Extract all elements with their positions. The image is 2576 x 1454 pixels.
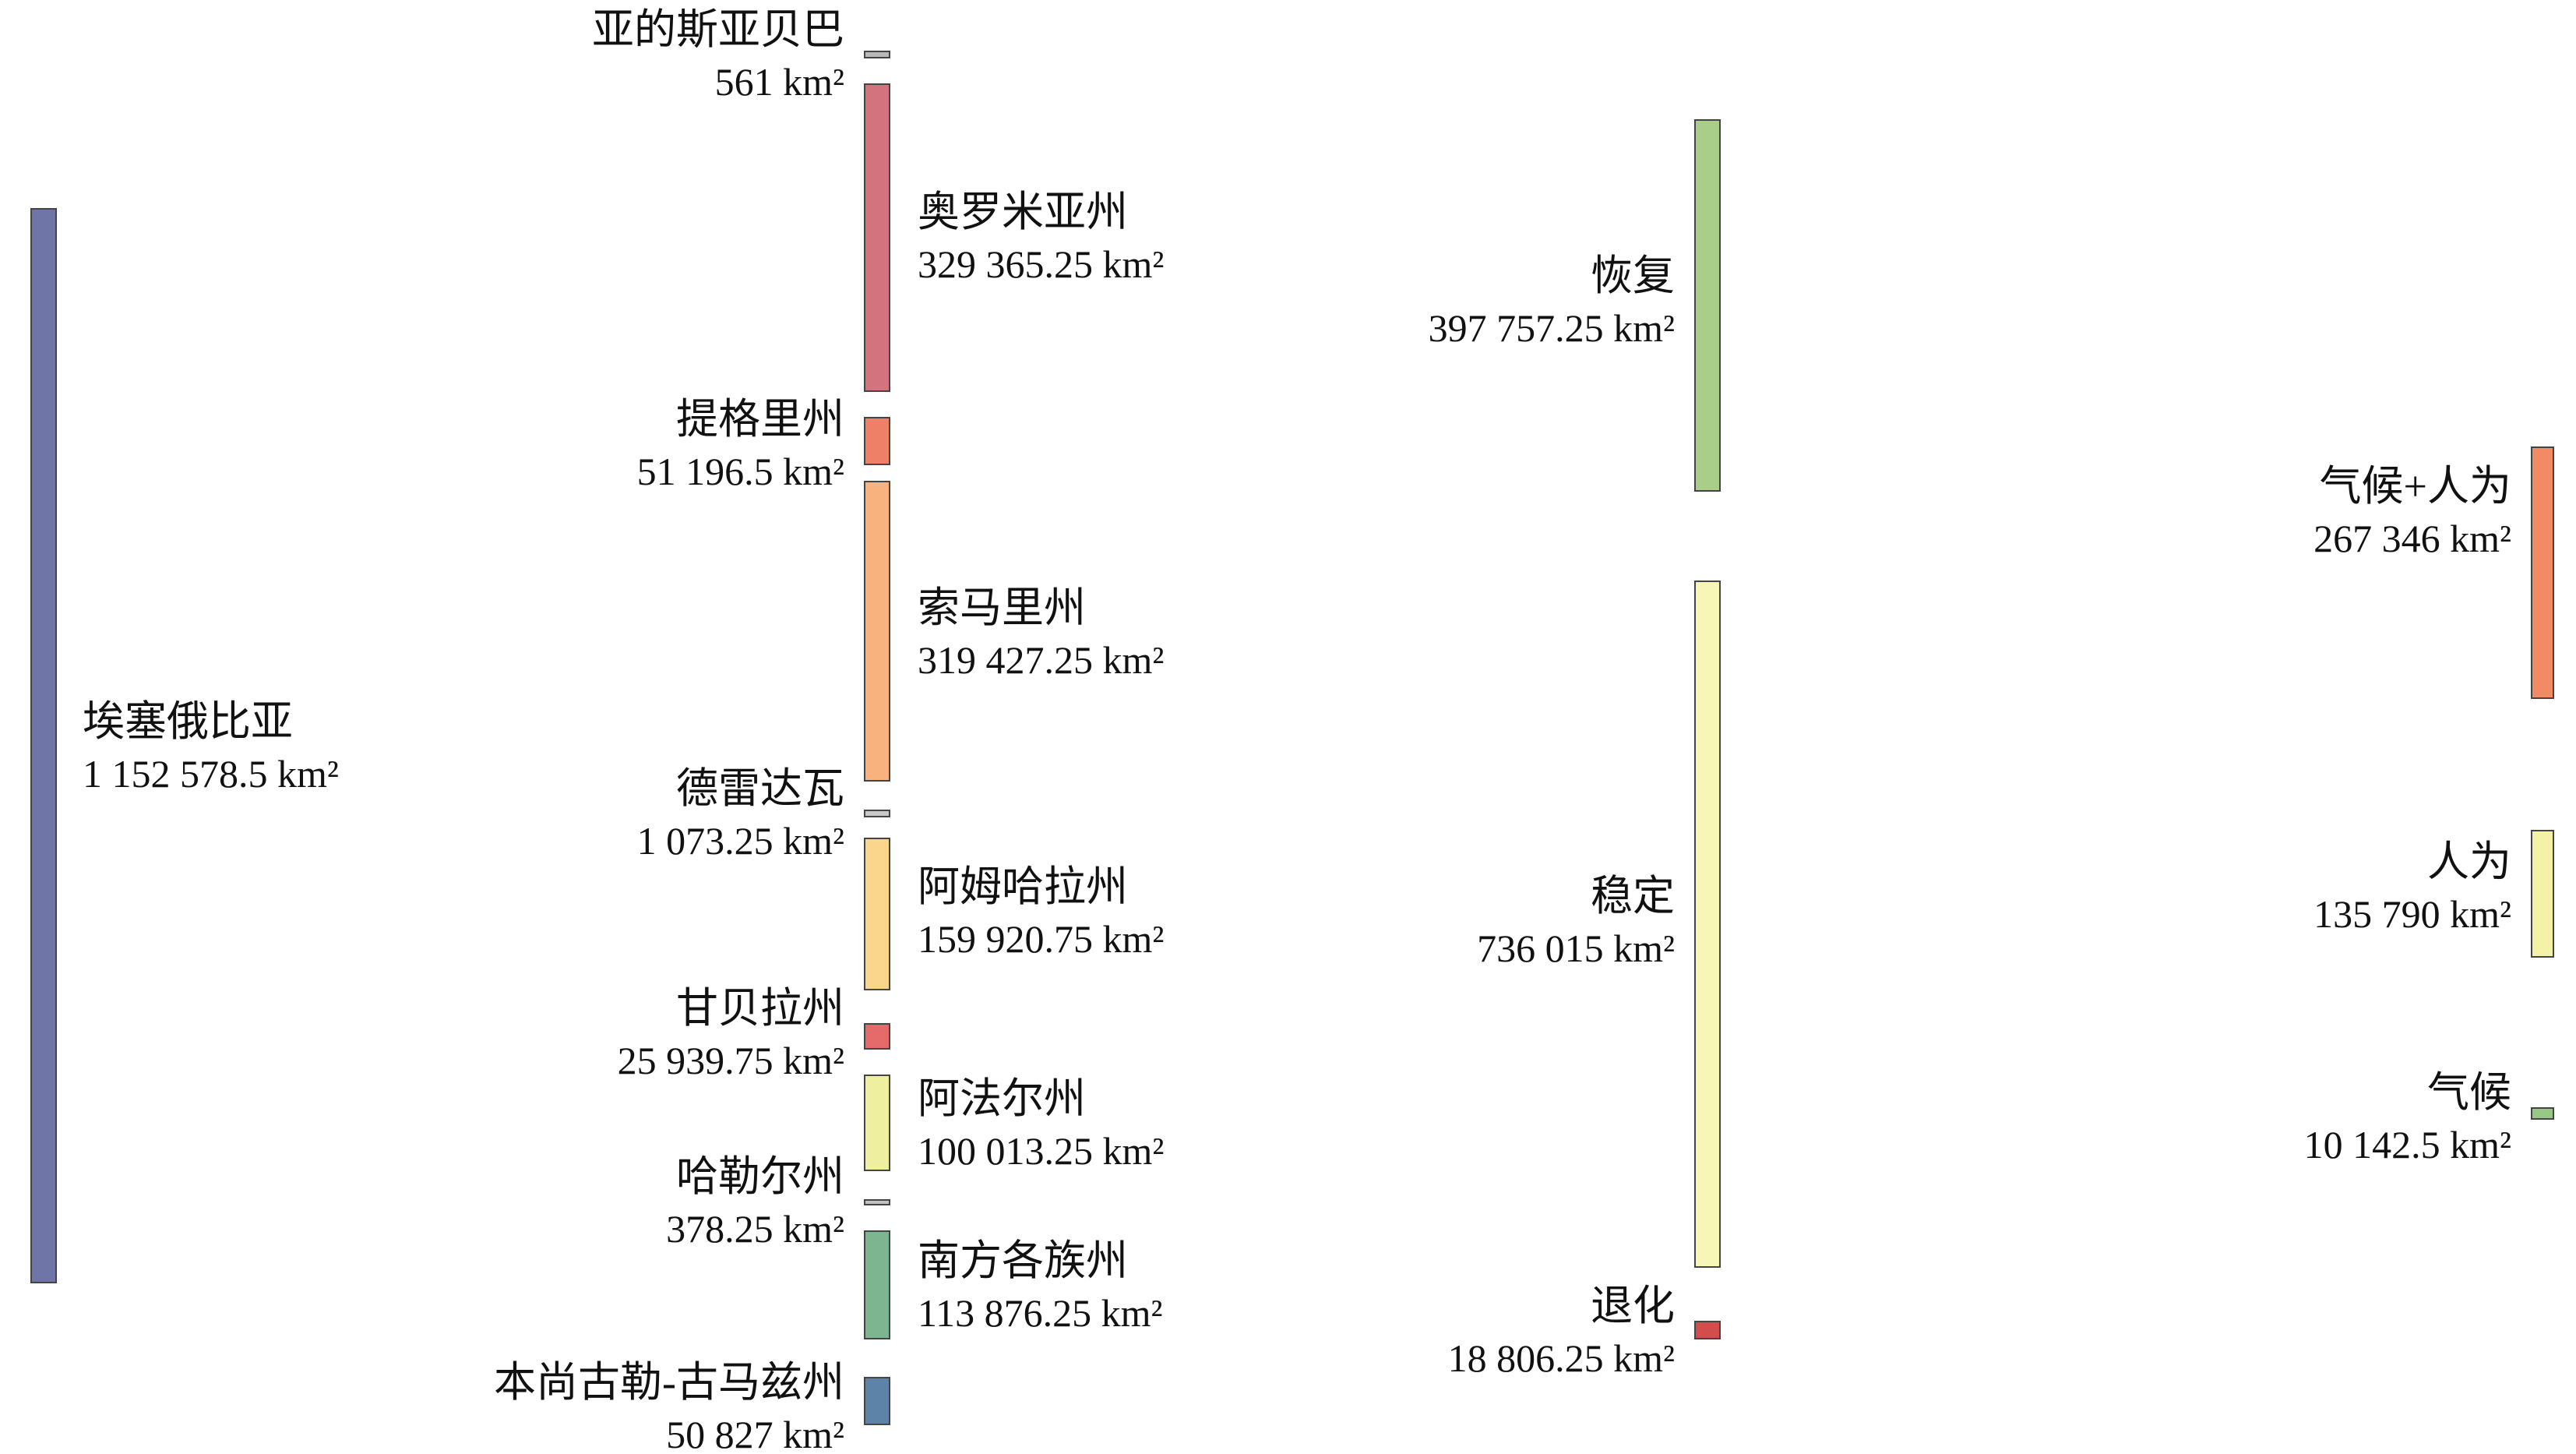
node-value-addis: 561 km² bbox=[715, 60, 844, 104]
node-value-recovery: 397 757.25 km² bbox=[1429, 306, 1675, 350]
node-value-somali: 319 427.25 km² bbox=[918, 638, 1164, 682]
node-label-recovery: 恢复 bbox=[1591, 252, 1675, 299]
node-value-harari: 378.25 km² bbox=[666, 1207, 844, 1251]
node-harari bbox=[864, 1199, 890, 1205]
node-recovery bbox=[1694, 119, 1721, 492]
node-diredawa bbox=[864, 810, 890, 817]
node-value-ethiopia: 1 152 578.5 km² bbox=[83, 752, 339, 796]
node-degraded bbox=[1694, 1321, 1721, 1339]
node-value-human: 135 790 km² bbox=[2313, 892, 2511, 936]
node-value-climate_human: 267 346 km² bbox=[2313, 517, 2511, 560]
flow-links bbox=[56, 51, 2532, 1424]
node-label-amhara: 阿姆哈拉州 bbox=[918, 863, 1128, 910]
node-value-degraded: 18 806.25 km² bbox=[1448, 1336, 1675, 1380]
node-label-climate_human: 气候+人为 bbox=[2320, 463, 2511, 510]
flow-oromia-to-degraded bbox=[890, 386, 1695, 1326]
node-value-benishangul: 50 827 km² bbox=[666, 1413, 844, 1454]
node-value-diredawa: 1 073.25 km² bbox=[637, 819, 844, 863]
node-value-oromia: 329 365.25 km² bbox=[918, 242, 1164, 286]
flow-recovery-to-climate_human bbox=[1720, 120, 2532, 682]
flow-amhara-to-recovery bbox=[890, 265, 1695, 895]
node-labels: 埃塞俄比亚 1 152 578.5 km² 亚的斯亚贝巴 561 km² 奥罗米亚州 32… bbox=[83, 6, 2511, 1454]
node-value-climate: 10 142.5 km² bbox=[2304, 1123, 2511, 1166]
node-label-degraded: 退化 bbox=[1591, 1283, 1675, 1329]
node-value-gambela: 25 939.75 km² bbox=[618, 1039, 844, 1082]
node-climate_human bbox=[2531, 446, 2554, 699]
node-label-benishangul: 本尚古勒-古马兹州 bbox=[494, 1359, 844, 1406]
node-addis bbox=[864, 51, 890, 58]
flow-degraded-to-climate_human bbox=[1720, 682, 2532, 1337]
node-label-climate: 气候 bbox=[2427, 1069, 2511, 1116]
node-stable bbox=[1694, 581, 1721, 1268]
node-label-tigray: 提格里州 bbox=[676, 396, 844, 443]
node-value-snnp: 113 876.25 km² bbox=[918, 1291, 1163, 1335]
flow-somali-to-recovery bbox=[890, 251, 1695, 496]
node-benishangul bbox=[864, 1377, 890, 1425]
node-oromia bbox=[864, 83, 890, 392]
node-snnp bbox=[864, 1230, 890, 1339]
flow-recovery-to-human bbox=[1720, 353, 2532, 956]
node-value-stable: 736 015 km² bbox=[1477, 926, 1675, 970]
flow-somali-to-stable bbox=[890, 496, 1695, 1067]
node-afar bbox=[864, 1075, 890, 1171]
node-value-amhara: 159 920.75 km² bbox=[918, 917, 1164, 961]
node-label-diredawa: 德雷达瓦 bbox=[676, 765, 844, 812]
node-tigray bbox=[864, 417, 890, 465]
node-label-afar: 阿法尔州 bbox=[918, 1075, 1086, 1122]
node-climate bbox=[2531, 1107, 2554, 1120]
node-amhara bbox=[864, 838, 890, 990]
node-label-somali: 索马里州 bbox=[918, 584, 1086, 631]
node-label-human: 人为 bbox=[2427, 838, 2511, 885]
node-label-ethiopia: 埃塞俄比亚 bbox=[83, 698, 293, 745]
flow-recovery-to-climate bbox=[1720, 482, 2532, 1119]
node-human bbox=[2531, 830, 2554, 958]
node-somali bbox=[864, 481, 890, 782]
node-label-harari: 哈勒尔州 bbox=[676, 1153, 844, 1200]
node-gambela bbox=[864, 1023, 890, 1050]
node-value-tigray: 51 196.5 km² bbox=[637, 450, 844, 493]
node-label-addis: 亚的斯亚贝巴 bbox=[592, 6, 844, 53]
node-label-stable: 稳定 bbox=[1591, 873, 1675, 919]
node-value-afar: 100 013.25 km² bbox=[918, 1129, 1164, 1173]
node-label-oromia: 奥罗米亚州 bbox=[918, 189, 1128, 235]
nodes bbox=[30, 51, 2554, 1425]
node-ethiopia bbox=[30, 208, 57, 1283]
node-label-snnp: 南方各族州 bbox=[918, 1237, 1128, 1284]
node-label-gambela: 甘贝拉州 bbox=[676, 985, 844, 1032]
flow-afar-to-recovery bbox=[890, 337, 1695, 1089]
